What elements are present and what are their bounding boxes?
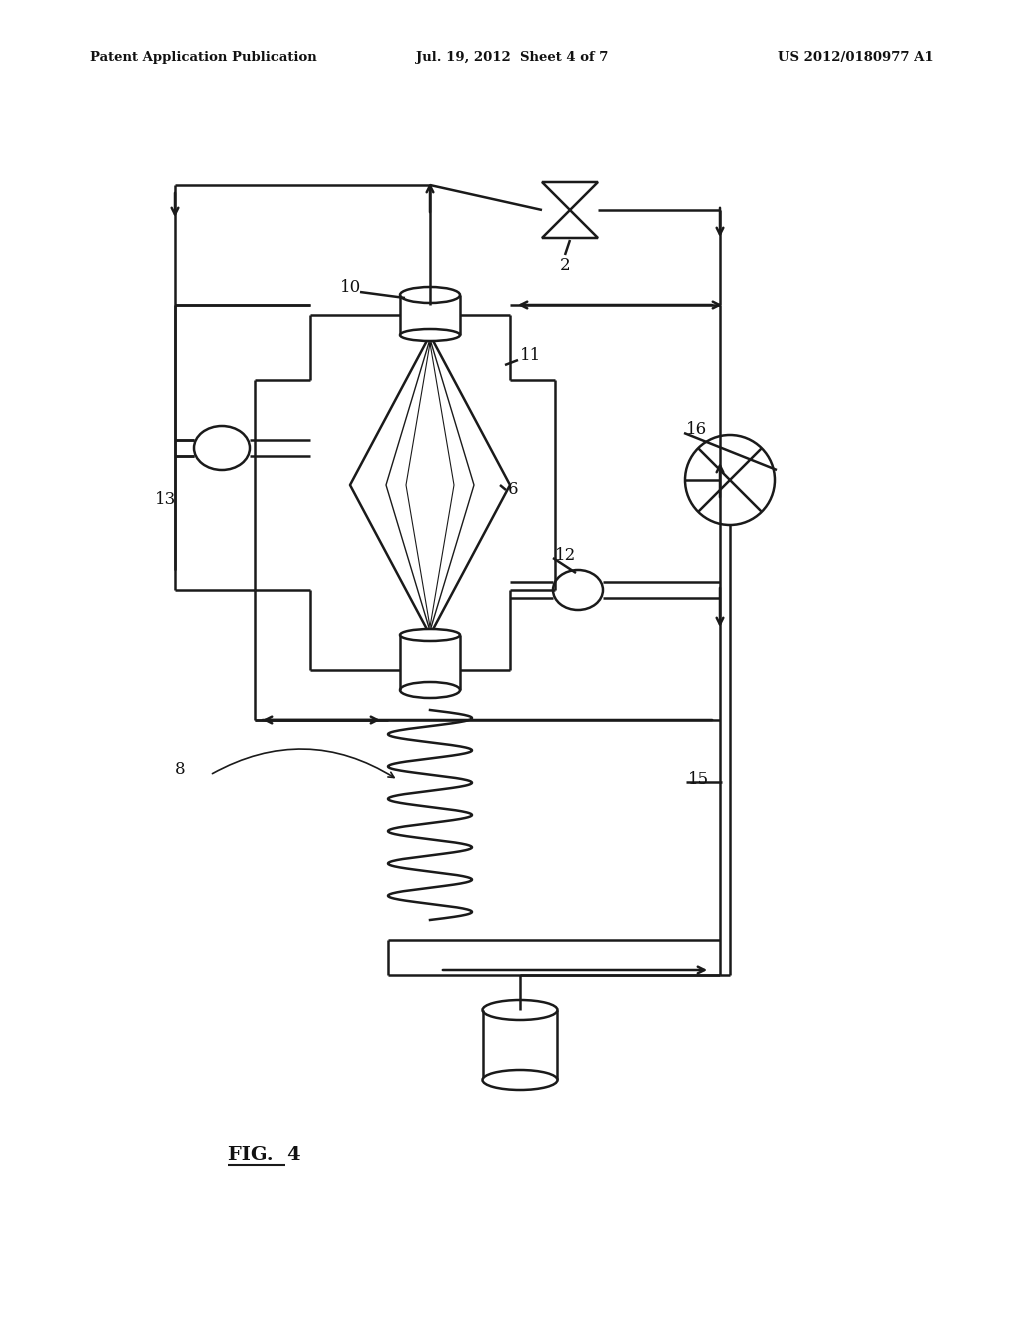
Text: Jul. 19, 2012  Sheet 4 of 7: Jul. 19, 2012 Sheet 4 of 7 [416,51,608,65]
Text: 11: 11 [520,346,542,363]
Text: 15: 15 [688,771,710,788]
Text: 6: 6 [508,482,518,499]
Ellipse shape [400,329,460,341]
Ellipse shape [400,630,460,642]
Text: 10: 10 [340,280,361,297]
Text: 13: 13 [155,491,176,508]
Text: 12: 12 [555,546,577,564]
Text: 16: 16 [686,421,708,438]
Text: 8: 8 [175,762,185,779]
Text: US 2012/0180977 A1: US 2012/0180977 A1 [778,51,934,65]
Text: Patent Application Publication: Patent Application Publication [90,51,316,65]
Ellipse shape [482,1071,557,1090]
Text: 2: 2 [560,256,570,273]
Text: FIG.  4: FIG. 4 [228,1146,301,1164]
